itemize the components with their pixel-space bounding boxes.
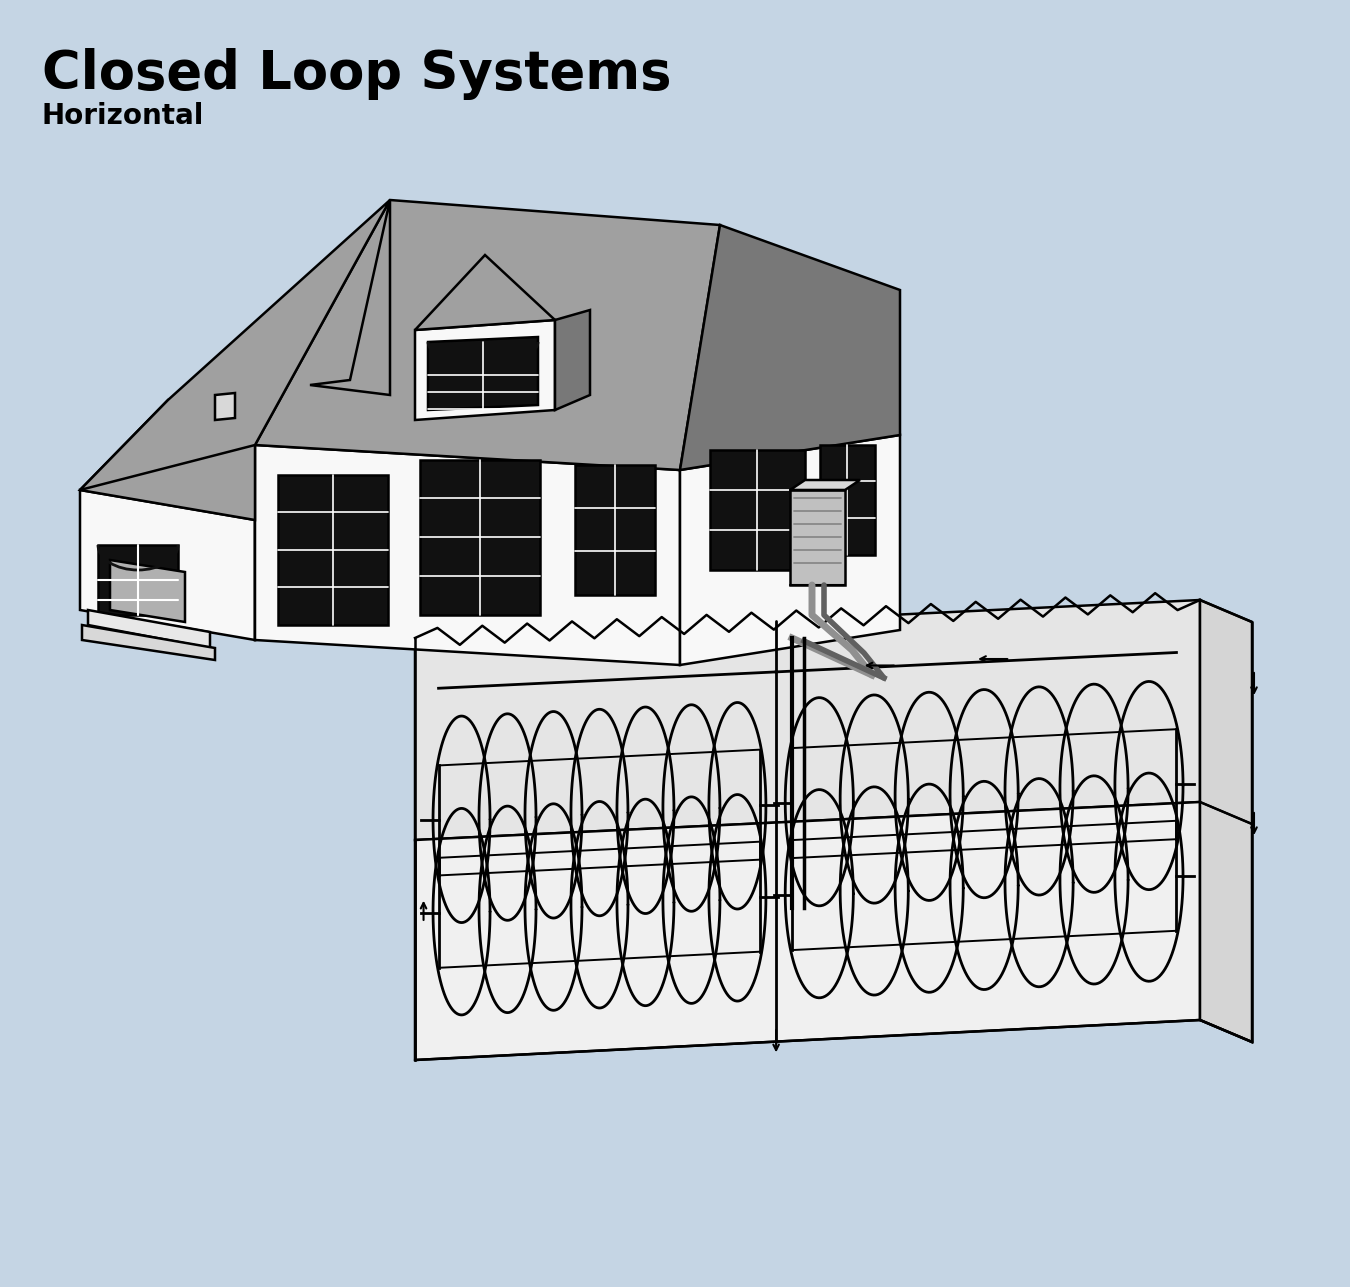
Text: Horizontal: Horizontal	[42, 102, 204, 130]
Polygon shape	[420, 459, 540, 615]
Polygon shape	[80, 400, 255, 520]
Polygon shape	[1200, 600, 1251, 1042]
Polygon shape	[575, 465, 655, 595]
Polygon shape	[680, 225, 900, 470]
Polygon shape	[680, 435, 900, 665]
Polygon shape	[80, 490, 255, 640]
Polygon shape	[167, 385, 390, 420]
Polygon shape	[414, 802, 1200, 1060]
Polygon shape	[414, 320, 555, 420]
Polygon shape	[414, 600, 1200, 840]
Polygon shape	[710, 450, 805, 570]
Polygon shape	[80, 199, 390, 490]
Polygon shape	[82, 625, 215, 660]
Polygon shape	[255, 495, 390, 640]
Polygon shape	[88, 610, 211, 647]
Polygon shape	[255, 199, 720, 470]
Polygon shape	[428, 337, 539, 411]
Polygon shape	[555, 310, 590, 411]
Polygon shape	[414, 255, 555, 329]
Polygon shape	[278, 475, 387, 625]
Polygon shape	[790, 480, 860, 490]
Polygon shape	[215, 393, 235, 420]
Polygon shape	[819, 445, 875, 555]
Polygon shape	[109, 560, 185, 622]
Polygon shape	[99, 544, 178, 615]
Polygon shape	[255, 445, 680, 665]
Text: Closed Loop Systems: Closed Loop Systems	[42, 48, 671, 100]
Polygon shape	[790, 490, 845, 586]
Polygon shape	[310, 199, 390, 395]
